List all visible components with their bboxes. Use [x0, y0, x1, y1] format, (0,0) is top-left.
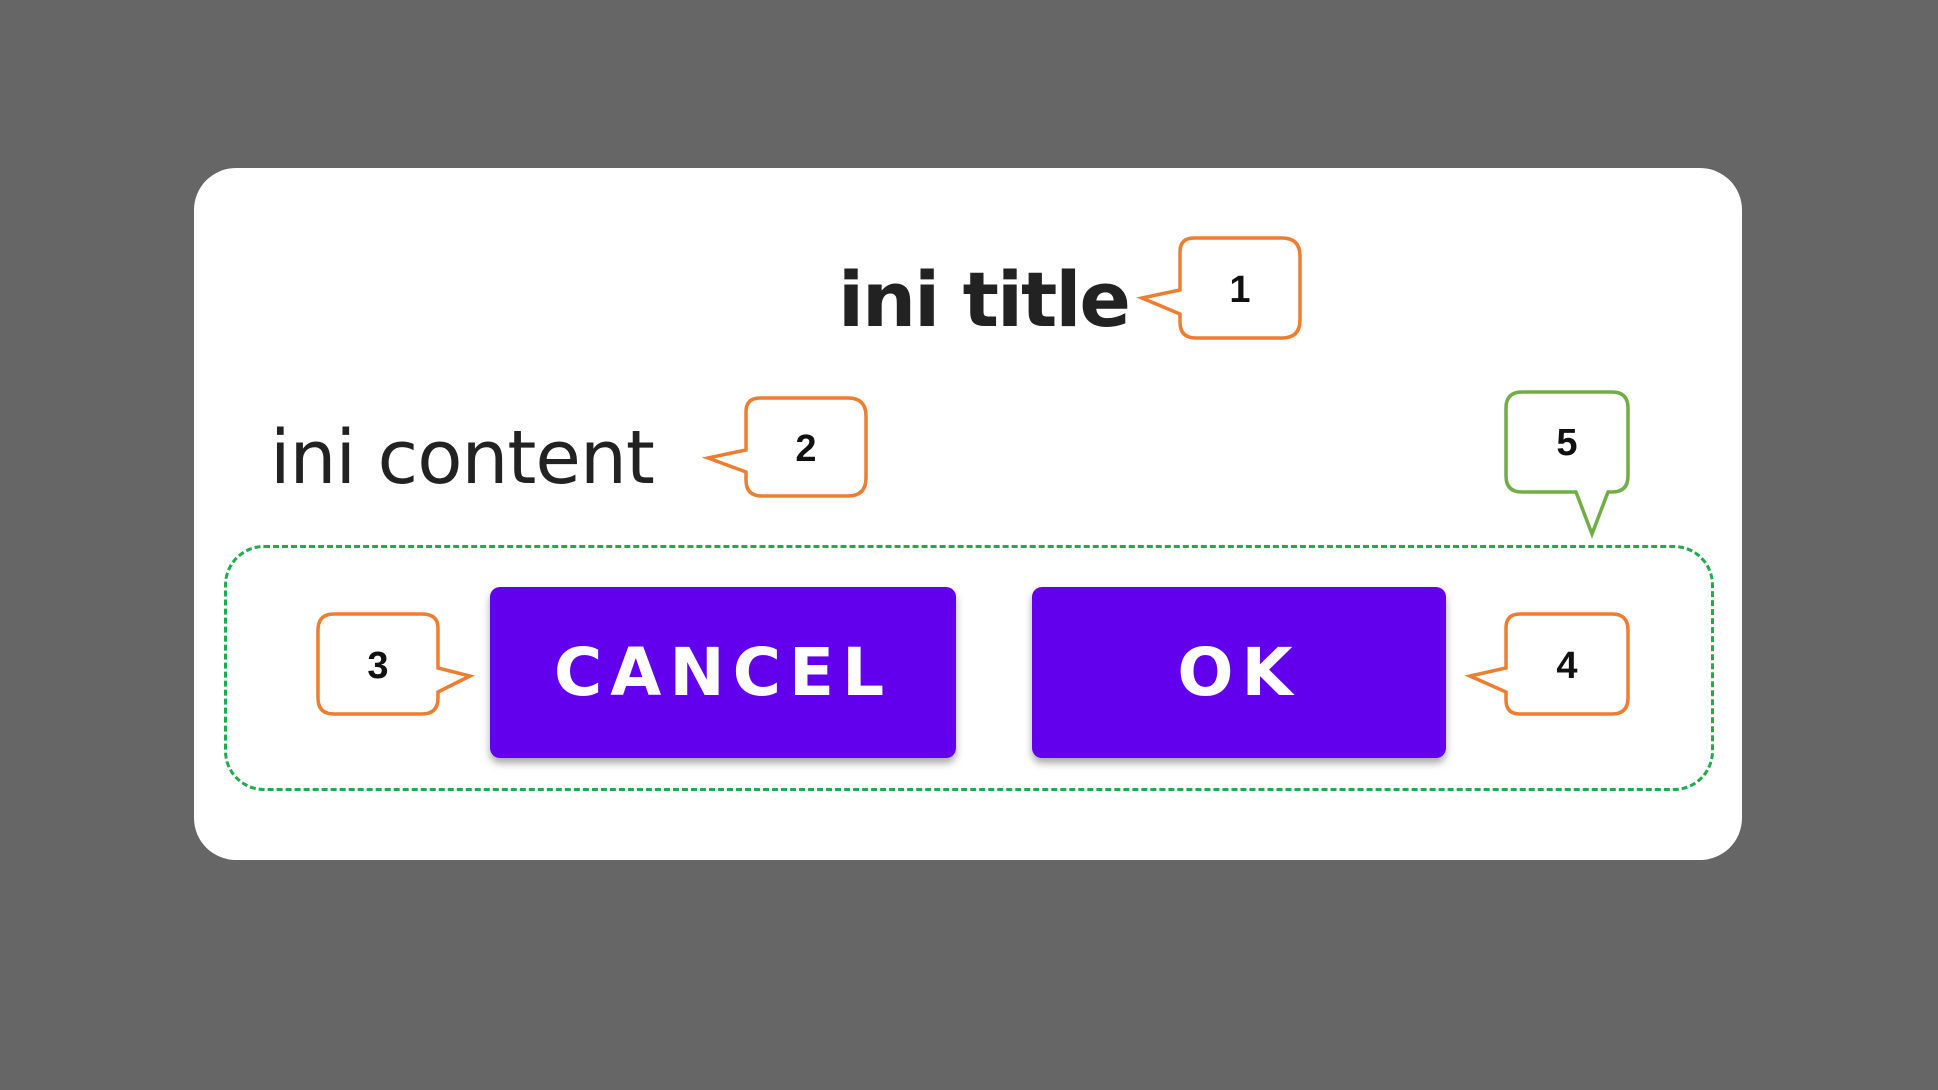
callout-1-shape: [1136, 236, 1302, 340]
callout-5-number: 5: [1556, 422, 1578, 464]
callout-2-shape: [701, 396, 868, 498]
callout-3-shape: [316, 612, 476, 716]
cancel-button[interactable]: CANCEL: [490, 587, 956, 758]
ok-button[interactable]: OK: [1032, 587, 1446, 758]
callout-4-shape: [1464, 612, 1630, 716]
callout-4-number: 4: [1556, 645, 1578, 687]
dialog: [194, 168, 1742, 860]
dialog-title: ini title: [838, 255, 1131, 344]
button-group-highlight: [224, 545, 1714, 791]
callout-1-number: 1: [1229, 269, 1251, 311]
dialog-content: ini content: [270, 415, 655, 501]
callout-5-shape: [1504, 390, 1630, 539]
callout-2-number: 2: [795, 428, 817, 470]
callout-3-number: 3: [367, 645, 389, 687]
